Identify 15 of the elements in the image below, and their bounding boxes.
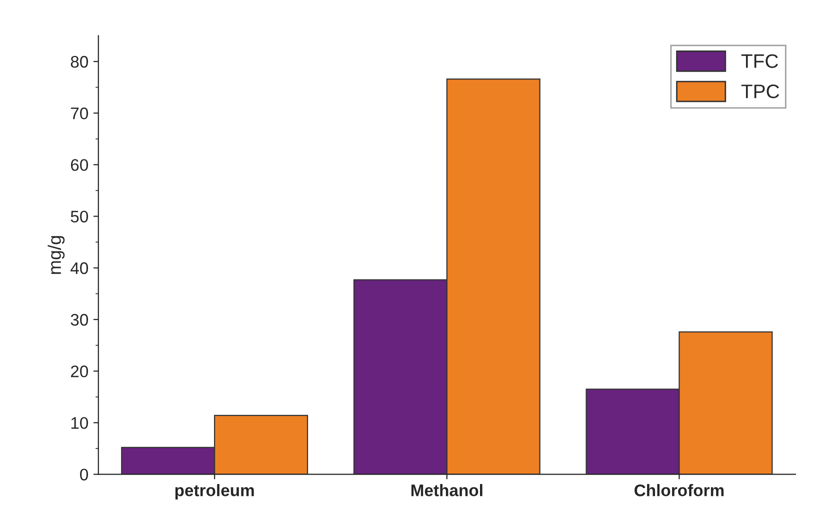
y-axis-title: mg/g	[48, 236, 65, 274]
y-tick-label: 70	[70, 108, 88, 120]
y-tick-label: 50	[70, 210, 88, 223]
x-tick-label: petroleum	[175, 484, 254, 500]
legend-label: TFC	[741, 54, 778, 68]
x-tick-label: Methanol	[411, 484, 482, 496]
y-tick-label: 60	[70, 159, 88, 171]
legend-label: TPC	[741, 84, 780, 98]
y-tick-label: 80	[70, 56, 88, 68]
y-tick-label: 20	[70, 366, 88, 378]
y-tick-label: 40	[70, 262, 88, 274]
x-tick-label: Chloroform	[634, 484, 724, 496]
y-tick-label: 0	[80, 468, 88, 481]
y-tick-label: 10	[71, 417, 88, 429]
y-tick-label: 30	[70, 314, 88, 326]
